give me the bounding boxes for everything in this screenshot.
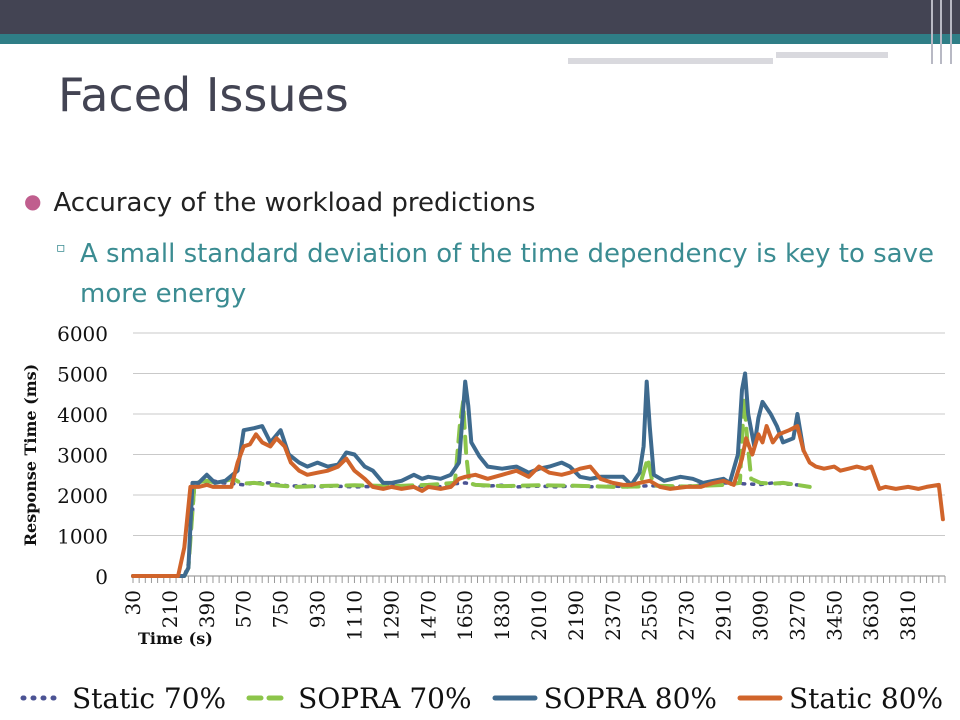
x-tick-label: 2910 xyxy=(712,590,736,641)
legend-swatch xyxy=(492,695,538,701)
header-stripe xyxy=(776,52,888,58)
header-accent-band xyxy=(0,34,960,44)
x-tick-label: 390 xyxy=(195,590,219,628)
legend-item: SOPRA 80% xyxy=(492,682,717,715)
x-tick-label: 570 xyxy=(232,590,256,628)
sub-bullet-text: A small standard deviation of the time d… xyxy=(80,239,934,310)
header-divider xyxy=(950,0,952,64)
header-divider xyxy=(931,0,933,64)
legend-label: SOPRA 80% xyxy=(543,681,717,715)
header-divider xyxy=(940,0,942,64)
legend-item: Static 80% xyxy=(737,682,943,715)
header-stripe xyxy=(0,44,888,47)
sub-bullet-item: ▫ A small standard deviation of the time… xyxy=(56,234,936,315)
header-stripe xyxy=(568,58,773,64)
x-tick-label: 3810 xyxy=(896,590,920,641)
y-tick-label: 0 xyxy=(95,565,108,589)
x-tick-label: 2010 xyxy=(527,590,551,641)
y-tick-label: 2000 xyxy=(57,484,108,508)
x-tick-label: 930 xyxy=(306,590,330,628)
series-line-static-80- xyxy=(131,424,945,578)
x-tick-label: 2550 xyxy=(638,590,662,641)
x-tick-label: 2190 xyxy=(564,590,588,641)
x-tick-label: 1470 xyxy=(416,590,440,641)
y-tick-label: 1000 xyxy=(57,525,108,549)
series-line-sopra-80- xyxy=(131,371,806,578)
chart-legend: Static 70% SOPRA 70% SOPRA 80% Static 80% xyxy=(20,680,960,716)
x-tick-label: 3090 xyxy=(748,590,772,641)
legend-swatch xyxy=(737,695,783,701)
x-tick-label: 30 xyxy=(121,590,145,615)
x-tick-label: 1290 xyxy=(379,590,403,641)
legend-item: Static 70% xyxy=(20,682,226,715)
bullet-dot-icon: ● xyxy=(24,189,42,213)
legend-swatch xyxy=(20,695,66,701)
x-axis-title: Time (s) xyxy=(138,629,213,648)
x-tick-label: 210 xyxy=(158,590,182,628)
x-tick-label: 2730 xyxy=(675,590,699,641)
legend-item: SOPRA 70% xyxy=(246,681,472,715)
x-tick-label: 3630 xyxy=(859,590,883,641)
y-axis-title: Response Time (ms) xyxy=(21,364,40,546)
y-tick-label: 4000 xyxy=(57,403,108,427)
bullet-item: ● Accuracy of the workload predictions xyxy=(24,188,535,218)
series-line-sopra-70- xyxy=(131,395,812,578)
bullet-text: Accuracy of the workload predictions xyxy=(53,188,536,218)
x-tick-label: 1830 xyxy=(490,590,514,641)
slide-title: Faced Issues xyxy=(58,68,349,122)
y-tick-label: 3000 xyxy=(57,444,108,468)
y-tick-label: 5000 xyxy=(57,363,108,387)
y-tick-label: 6000 xyxy=(57,322,108,346)
x-tick-label: 750 xyxy=(269,590,293,628)
header-band xyxy=(0,0,960,34)
x-tick-label: 2370 xyxy=(601,590,625,641)
x-tick-label: 1110 xyxy=(342,590,366,641)
legend-label: Static 80% xyxy=(789,681,944,715)
sub-bullet-square-icon: ▫ xyxy=(56,240,66,256)
legend-label: Static 70% xyxy=(72,681,227,715)
legend-swatch xyxy=(246,695,292,701)
x-tick-label: 3450 xyxy=(822,590,846,641)
legend-label: SOPRA 70% xyxy=(298,681,472,715)
x-tick-label: 3270 xyxy=(785,590,809,641)
x-tick-label: 1650 xyxy=(453,590,477,641)
